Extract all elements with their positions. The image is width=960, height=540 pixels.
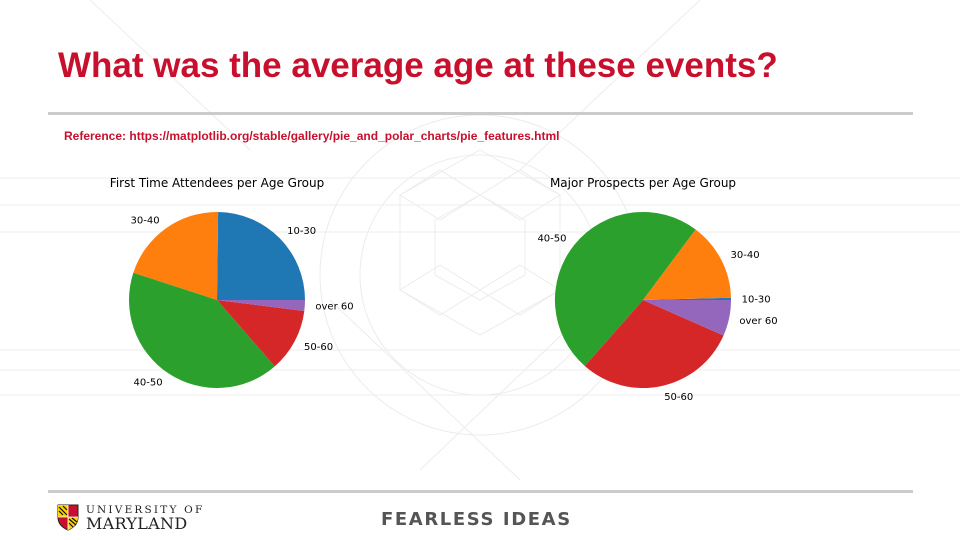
pie-prospects: 10-30 30-40 40-50 50-60 over 60 (537, 211, 778, 403)
pie-slice-50-60 (584, 300, 724, 389)
top-divider (48, 112, 913, 115)
pie-slice-over-60 (217, 300, 305, 312)
maryland-text: MARYLAND (86, 514, 188, 533)
pie-slice-over-60 (643, 300, 731, 336)
pie-label-40-50: 40-50 (134, 378, 163, 389)
pie-slice-40-50 (129, 272, 275, 388)
university-logo: UNIVERSITY OF MARYLAND (56, 503, 216, 533)
pie-label-40-50: 40-50 (537, 233, 566, 244)
pie-slice-50-60 (217, 300, 305, 367)
pie-label-10-30: 10-30 (287, 226, 316, 237)
slide-title: What was the average age at these events… (58, 46, 778, 85)
chart-title-prospects: Major Prospects per Age Group (550, 176, 736, 190)
pie-label-over-60: over 60 (739, 316, 777, 327)
pie-slice-10-30 (217, 212, 305, 300)
pie-label-30-40: 30-40 (131, 215, 160, 226)
tagline: FEARLESS IDEAS (381, 509, 572, 530)
reference-text: Reference: https://matplotlib.org/stable… (64, 129, 560, 143)
bottom-divider (48, 490, 913, 493)
chart-title-attendees: First Time Attendees per Age Group (110, 176, 324, 190)
pie-attendees: 10-30 30-40 40-50 50-60 over 60 (129, 212, 354, 389)
maryland-shield-icon (57, 504, 79, 531)
pie-slice-30-40 (643, 229, 731, 300)
university-of-text: UNIVERSITY OF (86, 504, 205, 516)
pie-label-10-30: 10-30 (742, 294, 771, 305)
pie-label-over-60: over 60 (315, 302, 353, 313)
pie-slice-40-50 (554, 211, 696, 367)
pie-label-30-40: 30-40 (731, 250, 760, 261)
pie-slice-10-30 (643, 297, 731, 300)
pie-slice-30-40 (133, 212, 219, 300)
pie-label-50-60: 50-60 (664, 392, 693, 403)
pie-label-50-60: 50-60 (304, 342, 333, 353)
